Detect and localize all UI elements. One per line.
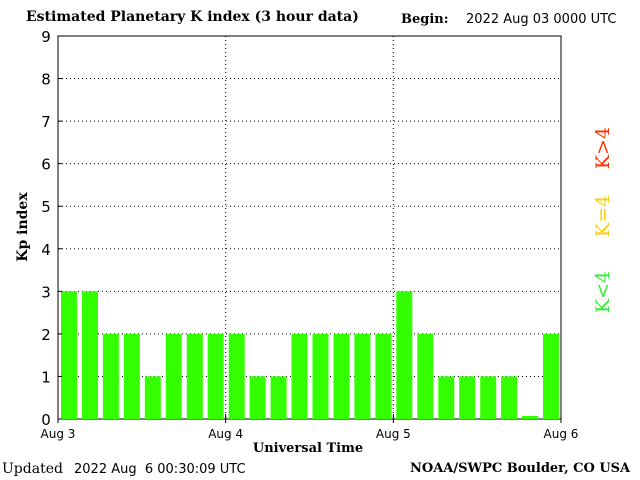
bars (61, 291, 559, 419)
bar (354, 333, 371, 419)
updated-label: Updated (2, 461, 63, 477)
bar (375, 333, 392, 419)
y-axis-ticks: 0 1 2 3 4 5 6 7 8 9 (41, 28, 62, 429)
begin-value: 2022 Aug 03 0000 UTC (466, 12, 617, 27)
y-tick-label: 1 (41, 368, 51, 386)
x-tick-label: Aug 4 (208, 427, 243, 441)
x-axis-label: Universal Time (253, 441, 363, 456)
bar (207, 333, 224, 419)
bar (123, 333, 140, 419)
y-tick-label: 2 (41, 326, 51, 344)
bar (417, 333, 434, 419)
bar (480, 376, 497, 419)
updated-value: 2022 Aug 6 00:30:09 UTC (74, 462, 246, 477)
bar (312, 333, 329, 419)
legend-mid: K=4 (592, 195, 614, 237)
x-tick-label: Aug 5 (376, 427, 411, 441)
bar (522, 416, 539, 419)
bar (543, 333, 559, 419)
y-tick-label: 4 (41, 241, 51, 259)
y-tick-label: 0 (41, 411, 51, 429)
legend-low: K<4 (592, 271, 614, 313)
y-tick-label: 7 (41, 113, 51, 131)
bar (291, 333, 308, 419)
y-axis-label: Kp index (15, 192, 31, 262)
bar (438, 376, 455, 419)
x-tick-label: Aug 6 (544, 427, 579, 441)
x-tick-label: Aug 3 (41, 427, 76, 441)
bar (165, 333, 182, 419)
begin-label: Begin: (401, 12, 449, 27)
bar (82, 291, 98, 419)
y-tick-label: 6 (41, 156, 51, 174)
bar (333, 333, 350, 419)
bar (270, 376, 287, 419)
chart-title: Estimated Planetary K index (3 hour data… (26, 9, 359, 25)
legend-high: K>4 (592, 127, 614, 169)
plot-frame (57, 35, 562, 420)
bar (459, 376, 476, 419)
source-credit: NOAA/SWPC Boulder, CO USA (410, 461, 631, 476)
bar (501, 376, 518, 419)
y-tick-label: 8 (41, 71, 51, 89)
y-tick-label: 3 (41, 283, 51, 301)
y-tick-label: 5 (41, 198, 51, 216)
y-tick-label: 9 (41, 28, 51, 46)
bar (144, 376, 161, 419)
bar (228, 333, 245, 419)
bar (186, 333, 203, 419)
x-axis-ticks: Aug 3 Aug 4 Aug 5 Aug 6 (41, 414, 579, 441)
bar (396, 291, 413, 419)
bar (102, 333, 119, 419)
bar (61, 291, 77, 419)
bar (249, 376, 266, 419)
